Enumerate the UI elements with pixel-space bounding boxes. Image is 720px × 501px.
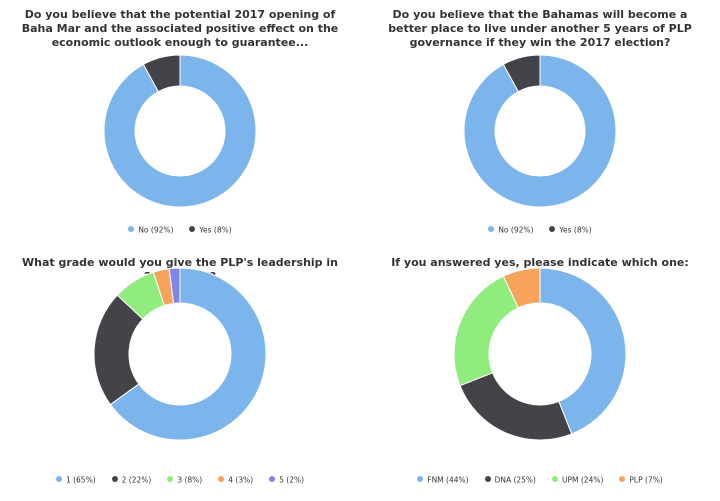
- legend-dot-icon: [549, 226, 556, 232]
- slice-no[interactable]: [103, 54, 257, 208]
- legend-dot-icon: [552, 476, 558, 482]
- legend-label: PLP (7%): [629, 475, 663, 485]
- legend-item-no[interactable]: No (92%): [128, 225, 173, 235]
- legend-label: FNM (44%): [427, 475, 469, 485]
- legend-dot-icon: [128, 226, 135, 232]
- legend-label: 1 (65%): [65, 475, 96, 485]
- legend-label: 5 (2%): [279, 475, 305, 485]
- chart-legend: No (92%) Yes (8%): [0, 225, 360, 235]
- slice-dna[interactable]: [459, 372, 573, 441]
- chart-party-choice: If you answered yes, please indicate whi…: [360, 250, 720, 501]
- legend-item-plp[interactable]: PLP (7%): [619, 475, 663, 485]
- donut-chart: [463, 54, 617, 208]
- chart-baha-mar: Do you believe that the potential 2017 o…: [0, 0, 360, 250]
- donut-chart: [103, 54, 257, 208]
- legend-item-yes[interactable]: Yes (8%): [549, 225, 592, 235]
- donut-chart: [93, 267, 267, 441]
- legend-dot-icon: [269, 476, 276, 482]
- chart-legend: FNM (44%) DNA (25%) UPM (24%) PLP (7%): [360, 475, 720, 485]
- legend-dot-icon: [417, 476, 424, 482]
- legend-dot-icon: [218, 476, 225, 482]
- legend-dot-icon: [189, 226, 196, 232]
- chart-legend: 1 (65%) 2 (22%) 3 (8%) 4 (3%) 5 (2%): [0, 475, 360, 485]
- slice-yes[interactable]: [502, 54, 541, 93]
- chart-legend: No (92%) Yes (8%): [360, 225, 720, 235]
- legend-dot-icon: [111, 476, 118, 482]
- legend-dot-icon: [167, 476, 174, 482]
- legend-label: UPM (24%): [562, 475, 604, 485]
- slice-fnm[interactable]: [539, 267, 627, 435]
- slice-5[interactable]: [168, 267, 181, 304]
- legend-dot-icon: [55, 476, 62, 482]
- legend-label: DNA (25%): [494, 475, 536, 485]
- legend-dot-icon: [619, 476, 626, 482]
- legend-item-fnm[interactable]: FNM (44%): [417, 475, 469, 485]
- chart-title: If you answered yes, please indicate whi…: [391, 256, 689, 269]
- chart-plp-grade: What grade would you give the PLP's lead…: [0, 250, 360, 501]
- slice-yes[interactable]: [142, 54, 181, 93]
- slice-upm[interactable]: [453, 275, 519, 387]
- legend-item-yes[interactable]: Yes (8%): [189, 225, 232, 235]
- legend-item-dna[interactable]: DNA (25%): [484, 475, 536, 485]
- legend-dot-icon: [484, 476, 491, 482]
- chart-title: Do you believe that the Bahamas will bec…: [388, 8, 692, 49]
- legend-item-upm[interactable]: UPM (24%): [552, 475, 603, 485]
- legend-label: Yes (8%): [559, 225, 592, 235]
- legend-item-1[interactable]: 1 (65%): [55, 475, 96, 485]
- slice-no[interactable]: [463, 54, 617, 208]
- slice-plp[interactable]: [502, 267, 541, 309]
- legend-label: Yes (8%): [199, 225, 232, 235]
- donut-chart: [453, 267, 627, 441]
- legend-item-5[interactable]: 5 (2%): [269, 475, 304, 485]
- legend-label: 2 (22%): [121, 475, 152, 485]
- legend-item-3[interactable]: 3 (8%): [167, 475, 202, 485]
- legend-label: 3 (8%): [177, 475, 203, 485]
- slice-1[interactable]: [109, 267, 267, 441]
- legend-dot-icon: [488, 226, 495, 232]
- legend-item-4[interactable]: 4 (3%): [218, 475, 253, 485]
- legend-item-no[interactable]: No (92%): [488, 225, 533, 235]
- legend-label: No (92%): [138, 225, 174, 235]
- chart-title: Do you believe that the potential 2017 o…: [21, 8, 339, 49]
- chart-plp-governance: Do you believe that the Bahamas will bec…: [360, 0, 720, 250]
- legend-label: No (92%): [498, 225, 534, 235]
- legend-item-2[interactable]: 2 (22%): [111, 475, 152, 485]
- legend-label: 4 (3%): [228, 475, 254, 485]
